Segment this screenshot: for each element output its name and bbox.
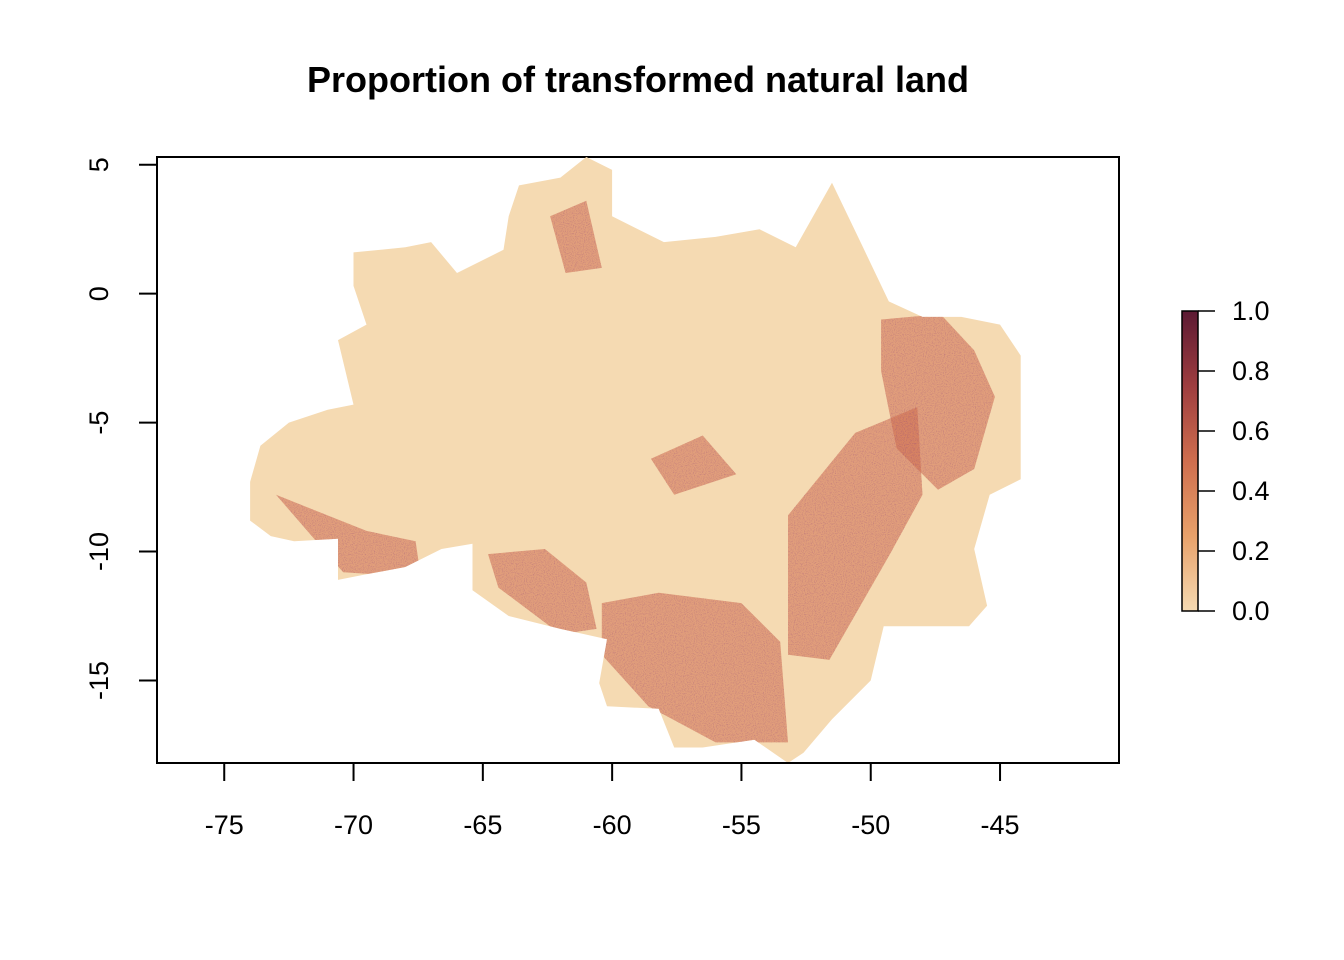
x-tick-label: -50: [851, 810, 890, 840]
x-tick-label: -75: [205, 810, 244, 840]
x-axis: -75 -70 -65 -60 -55 -50 -45: [205, 762, 1020, 840]
legend-tick-label: 0.0: [1232, 596, 1270, 626]
zone-core-3: [881, 314, 995, 490]
legend-tick-label: 0.8: [1232, 356, 1270, 386]
y-tick-label: -5: [84, 411, 114, 435]
y-axis: 5 0 -5 -10 -15: [84, 157, 158, 700]
legend-tick-label: 0.6: [1232, 416, 1270, 446]
zone-core-4: [276, 494, 421, 578]
x-tick-label: -45: [981, 810, 1020, 840]
zone-core-6: [550, 200, 602, 273]
x-tick-label: -60: [593, 810, 632, 840]
transformation-zones: [276, 200, 995, 743]
legend-tick-label: 0.4: [1232, 476, 1270, 506]
land-raster: [250, 157, 1021, 763]
legend-tick-label: 0.2: [1232, 536, 1270, 566]
x-tick-label: -55: [722, 810, 761, 840]
zone-core-0: [488, 549, 597, 635]
y-tick-label: 0: [84, 286, 114, 301]
y-tick-label: -10: [84, 532, 114, 571]
y-tick-label: 5: [84, 157, 114, 172]
color-legend: 1.0 0.8 0.6 0.4 0.2 0.0: [1181, 296, 1270, 626]
zone-core-2: [788, 407, 923, 660]
x-tick-label: -70: [334, 810, 373, 840]
legend-tick-label: 1.0: [1232, 296, 1270, 326]
legend-color-bar: [1181, 310, 1199, 612]
legend-ticks: 1.0 0.8 0.6 0.4 0.2 0.0: [1198, 296, 1270, 626]
map-title: Proportion of transformed natural land: [307, 59, 969, 100]
y-tick-label: -15: [84, 661, 114, 700]
zone-core-5: [650, 435, 737, 495]
zone-core-1: [601, 592, 788, 743]
x-tick-label: -65: [463, 810, 502, 840]
